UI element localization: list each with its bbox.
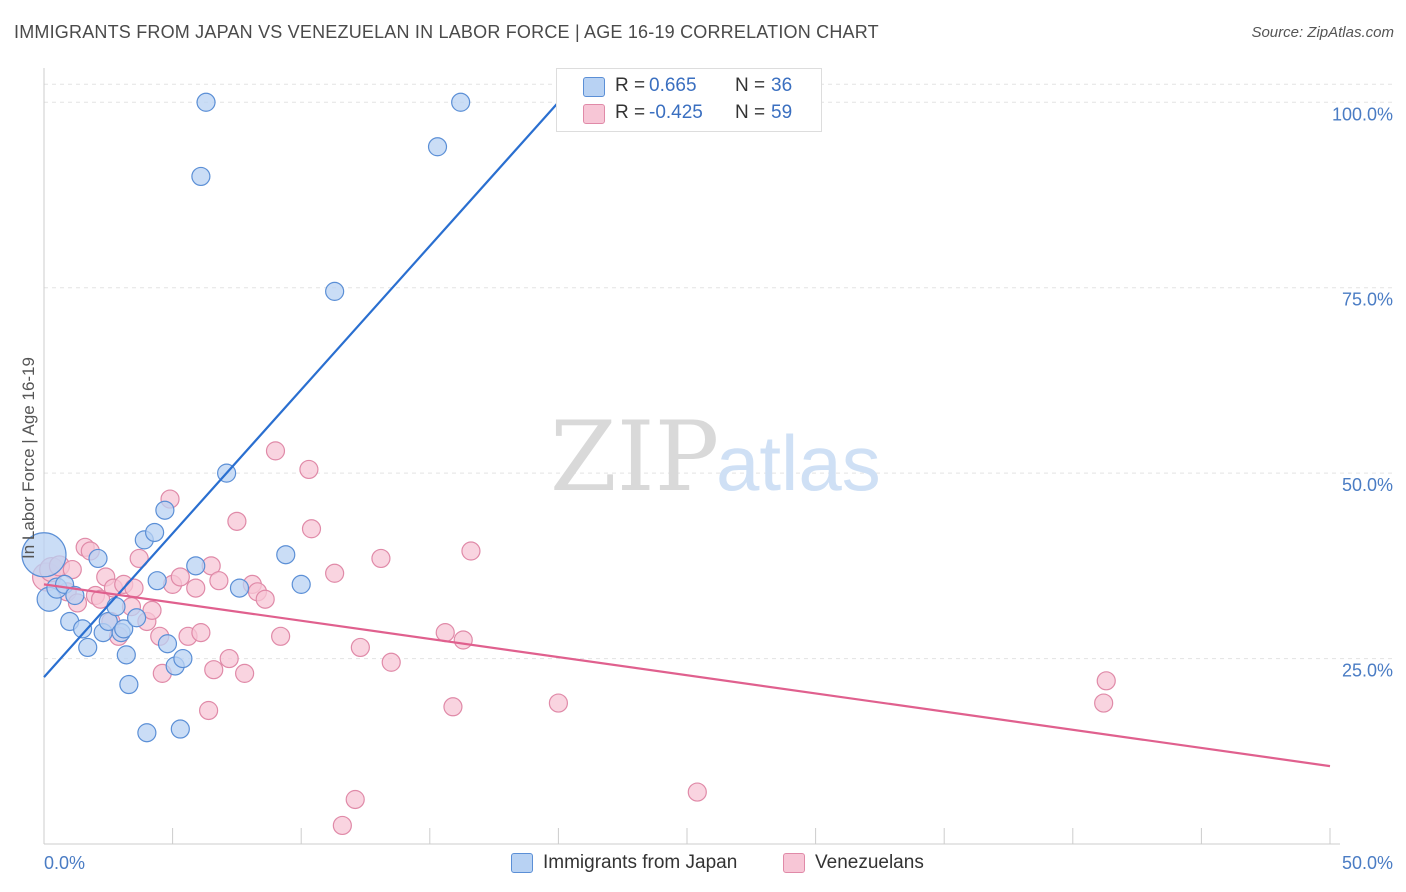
legend-r-value: 0.665 xyxy=(649,75,697,96)
chart-title: IMMIGRANTS FROM JAPAN VS VENEZUELAN IN L… xyxy=(14,22,879,42)
japan-point xyxy=(78,637,98,658)
venezuelan-point xyxy=(62,559,82,580)
venezuelan-point xyxy=(332,815,352,836)
y-tick-label: 50.0% xyxy=(1342,475,1393,495)
bottom-legend-label-venezuelans: Venezuelans xyxy=(815,852,924,873)
japan-trend-line xyxy=(43,101,560,678)
japan-point xyxy=(155,500,175,520)
legend-n-value: 36 xyxy=(771,75,793,96)
venezuelan-point xyxy=(371,548,391,569)
y-tick-label: 75.0% xyxy=(1342,290,1393,310)
venezuelan-point xyxy=(345,789,365,810)
venezuelan-point xyxy=(1096,671,1116,691)
legend-n-label: N = xyxy=(735,75,766,96)
venezuelan-point xyxy=(381,652,401,672)
venezuelan-point xyxy=(142,600,162,620)
venezuelan-point xyxy=(301,519,322,539)
legend-n-label: N = xyxy=(735,102,766,123)
japan-point xyxy=(451,92,471,112)
axes xyxy=(43,68,1340,845)
japan-point xyxy=(65,585,85,606)
grid-lines xyxy=(44,83,1392,660)
venezuelan-point xyxy=(186,578,206,598)
japan-point xyxy=(325,281,345,301)
japan-point xyxy=(144,522,165,543)
venezuelan-point xyxy=(453,630,473,650)
venezuelan-point xyxy=(461,541,481,561)
japan-point xyxy=(114,619,134,639)
data-points xyxy=(21,92,1116,836)
japan-point xyxy=(137,723,157,743)
x-tick-label-min: 0.0% xyxy=(44,853,85,873)
japan-point xyxy=(72,619,93,639)
watermark-atlas: atlas xyxy=(716,419,881,507)
venezuelan-point xyxy=(235,663,255,683)
legend-swatch-venezuelans xyxy=(583,104,605,124)
japan-point xyxy=(173,648,193,669)
venezuelan-point xyxy=(227,511,247,531)
japan-point xyxy=(21,532,67,578)
venezuelan-point xyxy=(435,623,455,643)
venezuelan-point xyxy=(191,623,211,643)
venezuelan-point xyxy=(1094,693,1114,713)
source-label: Source: ZipAtlas.com xyxy=(1251,24,1394,41)
japan-point xyxy=(186,556,206,576)
japan-point xyxy=(88,548,108,569)
japan-point xyxy=(276,545,296,565)
venezuelan-point xyxy=(271,626,291,646)
japan-point xyxy=(196,92,216,112)
venezuelan-point xyxy=(129,548,149,569)
legend-r-label: R = xyxy=(615,102,646,123)
venezuelan-trend-line xyxy=(43,583,1331,768)
venezuelan-point xyxy=(299,459,319,480)
venezuelan-point xyxy=(170,567,190,587)
venezuelan-point xyxy=(350,637,370,658)
japan-point xyxy=(291,574,311,594)
venezuelan-point xyxy=(124,578,144,598)
japan-point xyxy=(126,608,147,628)
japan-point xyxy=(106,597,126,617)
x-tick-labels: 0.0% 50.0% xyxy=(44,853,1393,873)
japan-point xyxy=(116,645,136,665)
watermark-zip: ZIP xyxy=(550,401,719,513)
japan-point xyxy=(147,571,167,591)
legend: R = 0.665 N = 36 R = -0.425 N = 59 xyxy=(556,68,822,132)
trend-lines xyxy=(43,101,1331,768)
japan-point xyxy=(157,634,178,654)
venezuelan-point xyxy=(204,660,224,680)
y-axis-label: In Labor Force | Age 16-19 xyxy=(19,357,38,559)
venezuelan-point xyxy=(325,563,345,583)
y-tick-labels: 25.0% 50.0% 75.0% 100.0% xyxy=(1332,104,1393,680)
venezuelan-point xyxy=(209,571,229,591)
venezuelan-point xyxy=(548,693,569,713)
legend-r-value: -0.425 xyxy=(649,102,703,123)
japan-point xyxy=(191,166,211,187)
venezuelan-point xyxy=(199,700,219,721)
y-tick-label: 100.0% xyxy=(1332,104,1393,124)
bottom-legend-swatch-venezuelans xyxy=(783,853,805,873)
legend-swatch-japan xyxy=(583,77,605,97)
venezuelan-point xyxy=(219,648,239,669)
bottom-legend-label-japan: Immigrants from Japan xyxy=(543,852,738,873)
venezuelan-point xyxy=(443,697,463,717)
legend-n-value: 59 xyxy=(771,102,793,123)
venezuelan-point xyxy=(90,589,111,609)
japan-point xyxy=(170,719,190,739)
venezuelan-point xyxy=(687,782,707,802)
y-tick-label: 25.0% xyxy=(1342,661,1393,681)
x-tick-label-max: 50.0% xyxy=(1342,853,1393,873)
bottom-legend-swatch-japan xyxy=(511,853,533,873)
legend-r-label: R = xyxy=(615,75,646,96)
japan-point xyxy=(229,578,250,598)
venezuelan-point xyxy=(255,589,275,609)
japan-point xyxy=(427,137,448,157)
japan-point xyxy=(119,674,139,695)
japan-point xyxy=(98,611,118,632)
venezuelan-point xyxy=(265,441,286,461)
watermark: ZIP atlas xyxy=(550,401,881,513)
